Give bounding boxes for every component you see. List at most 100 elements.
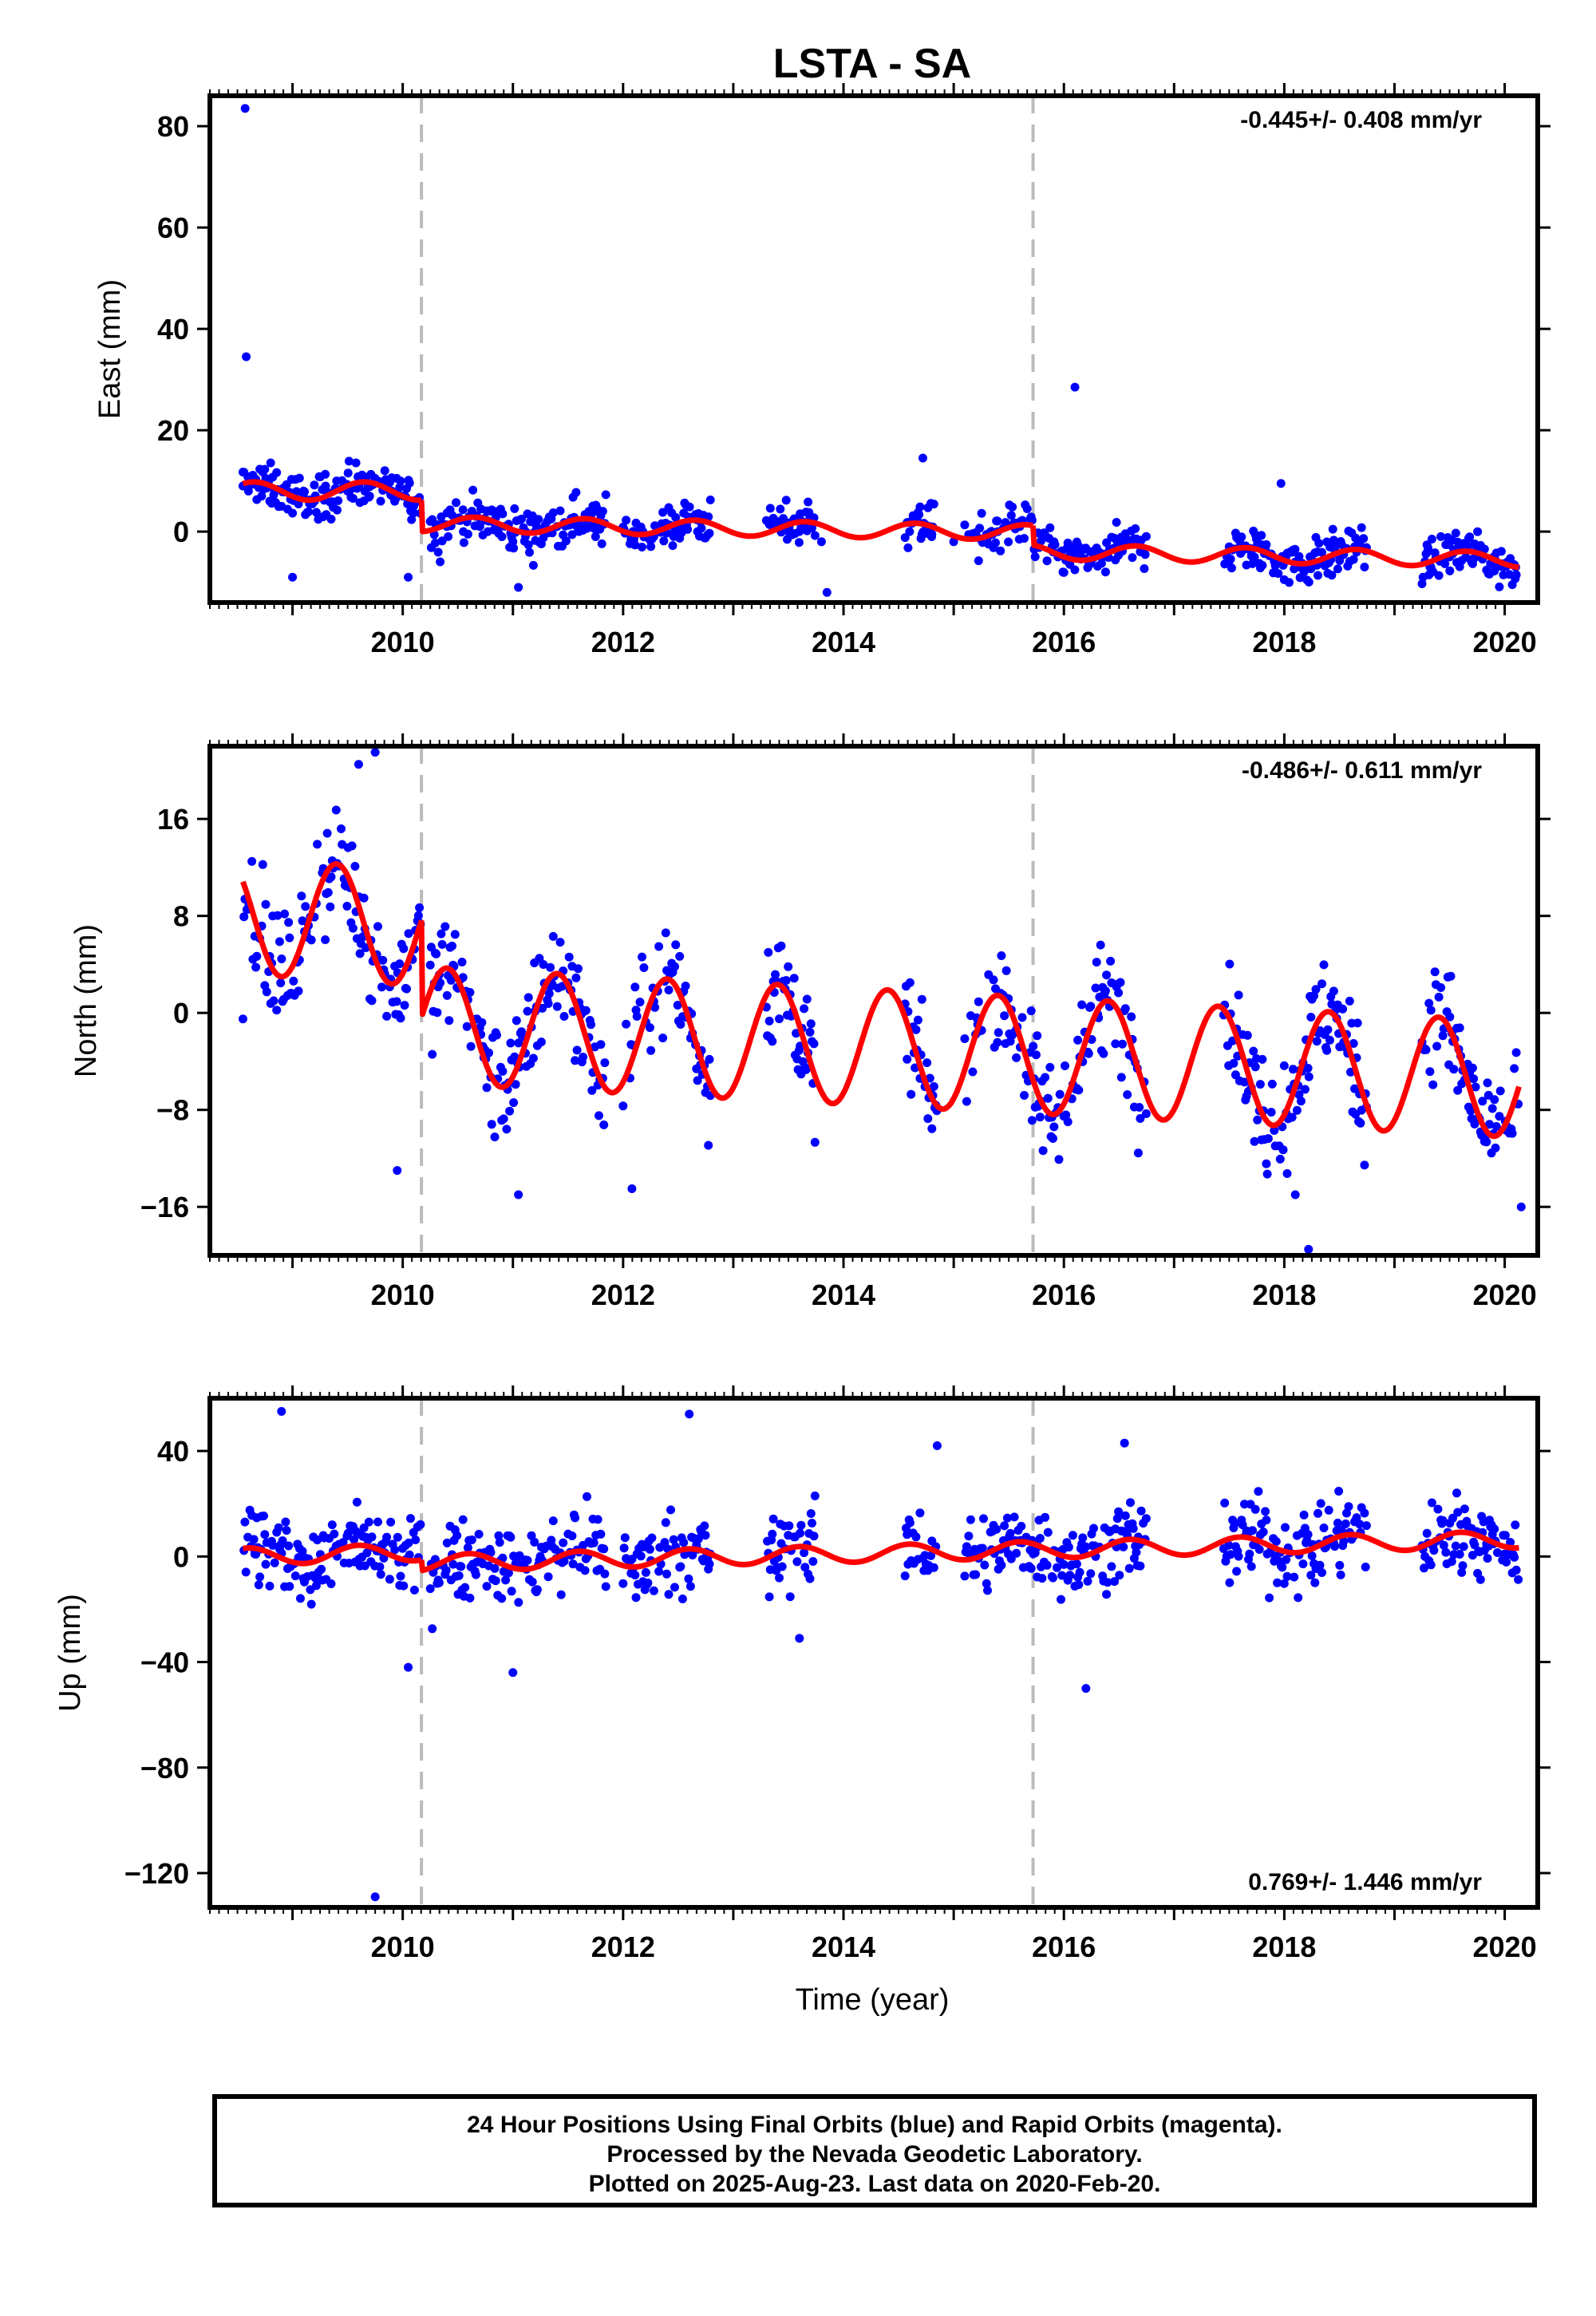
data-point xyxy=(326,1579,336,1588)
data-point xyxy=(1338,1004,1348,1014)
data-point xyxy=(645,1544,654,1554)
data-point xyxy=(1035,1534,1045,1543)
data-point xyxy=(311,508,321,517)
x-tick-label: 2016 xyxy=(1032,1931,1096,1963)
data-point xyxy=(1141,532,1151,541)
data-point xyxy=(326,902,335,911)
data-point xyxy=(1263,1134,1273,1144)
data-point xyxy=(1344,1502,1353,1512)
data-point xyxy=(1507,1128,1517,1138)
data-point xyxy=(428,1624,437,1634)
data-point xyxy=(249,1535,259,1544)
data-point xyxy=(555,938,565,947)
data-point xyxy=(1114,1507,1124,1516)
data-point xyxy=(1030,552,1040,562)
data-point xyxy=(678,1595,687,1603)
final-orbit-points xyxy=(238,104,1521,597)
data-point xyxy=(1359,534,1369,543)
data-point xyxy=(800,1004,809,1014)
data-point xyxy=(676,1020,685,1029)
data-point xyxy=(796,1528,805,1538)
data-point xyxy=(1261,1507,1270,1516)
x-axis-label: Time (year) xyxy=(796,1983,950,2017)
data-point xyxy=(514,1598,523,1607)
model-fit-curve-3 xyxy=(1030,525,1521,571)
data-point xyxy=(571,1056,580,1065)
data-point xyxy=(587,1020,595,1030)
outlier-point xyxy=(1304,1244,1314,1254)
data-point xyxy=(517,514,526,524)
data-point xyxy=(1327,571,1337,580)
data-point xyxy=(409,508,418,518)
data-point xyxy=(666,1505,675,1515)
data-point xyxy=(321,469,330,479)
outlier-point xyxy=(370,1892,380,1902)
data-point xyxy=(523,1006,532,1016)
data-point xyxy=(1432,1041,1442,1051)
data-point xyxy=(527,1577,537,1587)
data-point xyxy=(501,1575,511,1585)
data-point xyxy=(1335,1560,1345,1570)
data-point xyxy=(647,1533,657,1543)
data-point xyxy=(669,1535,678,1544)
data-point xyxy=(313,840,322,849)
data-point xyxy=(392,997,401,1006)
data-point xyxy=(1312,1037,1321,1046)
data-point xyxy=(1279,1061,1289,1070)
data-point xyxy=(1314,1508,1322,1518)
x-tick-label: 2020 xyxy=(1473,1931,1537,1963)
data-point xyxy=(465,1593,475,1603)
data-point xyxy=(1451,528,1460,538)
data-point xyxy=(359,1523,369,1532)
data-point xyxy=(587,1085,597,1095)
data-point xyxy=(775,1573,784,1583)
data-point xyxy=(1511,1048,1521,1057)
data-point xyxy=(1329,986,1338,996)
data-point xyxy=(1495,1086,1505,1096)
data-point xyxy=(1436,532,1446,541)
data-point xyxy=(559,1556,569,1566)
data-point xyxy=(1070,542,1080,551)
data-point xyxy=(705,1559,714,1569)
data-point xyxy=(1451,1541,1460,1551)
data-point xyxy=(1342,1508,1351,1518)
data-point xyxy=(1037,1574,1047,1583)
data-point xyxy=(311,1581,321,1591)
data-point xyxy=(1426,1560,1436,1570)
data-point xyxy=(1255,1080,1265,1089)
data-point xyxy=(993,1037,1002,1047)
data-point xyxy=(404,1538,413,1547)
data-point xyxy=(255,1572,265,1582)
data-point xyxy=(658,1034,668,1043)
outlier-point xyxy=(795,1634,804,1643)
data-point xyxy=(1049,1573,1057,1583)
data-point xyxy=(458,505,468,515)
data-point xyxy=(270,1558,279,1567)
data-point xyxy=(668,541,678,551)
data-point xyxy=(317,1564,326,1574)
data-point xyxy=(649,1586,658,1595)
data-point xyxy=(1479,544,1489,554)
data-point xyxy=(1434,571,1444,580)
data-point xyxy=(1073,1035,1083,1045)
data-point xyxy=(1128,553,1137,563)
data-point xyxy=(661,1518,670,1528)
data-point xyxy=(675,951,685,961)
data-point xyxy=(1485,1120,1494,1129)
data-point xyxy=(1225,1578,1235,1587)
data-point xyxy=(622,516,631,525)
data-point xyxy=(323,887,333,897)
data-point xyxy=(1417,579,1427,588)
data-point xyxy=(1273,1578,1282,1587)
data-point xyxy=(506,1038,516,1048)
data-point xyxy=(528,1053,538,1063)
data-point xyxy=(996,546,1005,555)
data-point xyxy=(1116,978,1125,987)
data-point xyxy=(1325,1035,1334,1045)
data-point xyxy=(1357,523,1366,532)
data-point xyxy=(1234,990,1243,1000)
data-point xyxy=(1333,1518,1342,1528)
data-point xyxy=(903,1054,912,1064)
data-point xyxy=(396,476,405,486)
data-point xyxy=(1257,531,1266,540)
